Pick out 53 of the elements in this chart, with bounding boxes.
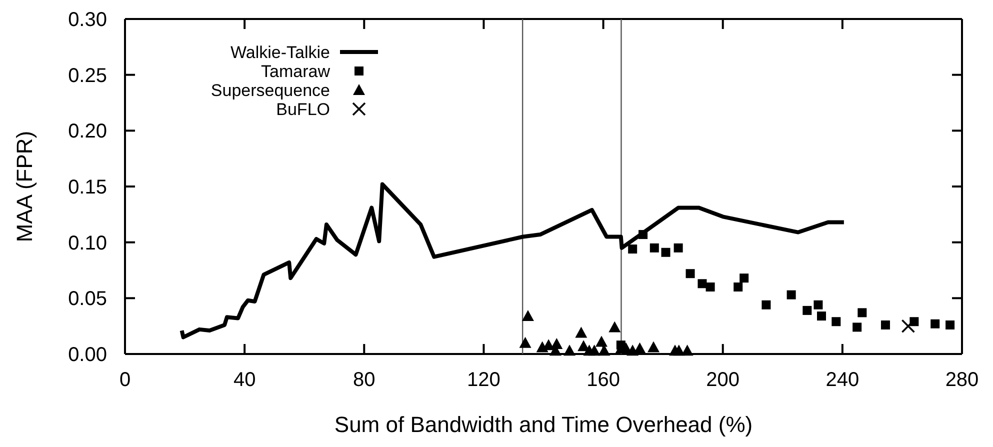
y-tick-label: 0.25 — [68, 64, 107, 87]
y-tick-label: 0.05 — [68, 288, 107, 310]
point — [628, 244, 638, 254]
point — [661, 248, 670, 257]
x-axis-title: Sum of Bandwidth and Time Overhead (%) — [334, 412, 753, 437]
point — [740, 274, 749, 283]
point — [852, 322, 862, 332]
x-tick-label: 40 — [233, 369, 256, 392]
point — [650, 243, 659, 252]
point — [832, 317, 841, 326]
point — [674, 243, 683, 252]
line-series — [180, 182, 846, 340]
y-tick-label: 0.30 — [68, 9, 107, 31]
point — [858, 308, 867, 318]
point — [686, 269, 695, 278]
point — [638, 230, 648, 240]
x-tick-label: 80 — [353, 369, 376, 392]
x-tick-label: 280 — [945, 369, 979, 392]
legend-label: Walkie-Talkie — [230, 42, 330, 62]
point — [595, 336, 608, 347]
point — [762, 300, 771, 310]
x-tick-label: 160 — [586, 369, 620, 392]
point — [575, 326, 588, 338]
y-axis-title: MAA (FPR) — [12, 130, 37, 242]
y-tick-label: 0.00 — [68, 344, 107, 366]
point — [608, 321, 621, 332]
point — [648, 341, 660, 352]
point — [698, 279, 707, 288]
point — [564, 344, 576, 356]
point — [786, 290, 796, 300]
point — [817, 312, 826, 321]
point — [901, 319, 916, 333]
point — [519, 336, 532, 348]
legend-label: BuFLO — [276, 100, 330, 119]
legend-label: Supersequence — [210, 80, 330, 100]
y-tick-label: 0.10 — [68, 232, 107, 254]
y-tick-label: 0.20 — [68, 120, 107, 143]
y-tick-label: 0.15 — [68, 176, 107, 198]
x-tick-label: 120 — [467, 369, 500, 392]
point — [522, 310, 534, 322]
x-tick-label: 0 — [119, 369, 131, 392]
legend-label: Tamaraw — [261, 62, 331, 81]
point — [946, 320, 955, 330]
point — [681, 344, 694, 356]
point — [930, 319, 940, 328]
x-tick-label: 240 — [826, 369, 860, 392]
x-tick-label: 200 — [706, 369, 740, 392]
point — [588, 344, 600, 356]
point — [880, 320, 890, 330]
point — [814, 300, 823, 310]
point — [734, 282, 743, 292]
point — [706, 282, 715, 292]
point — [802, 306, 812, 315]
